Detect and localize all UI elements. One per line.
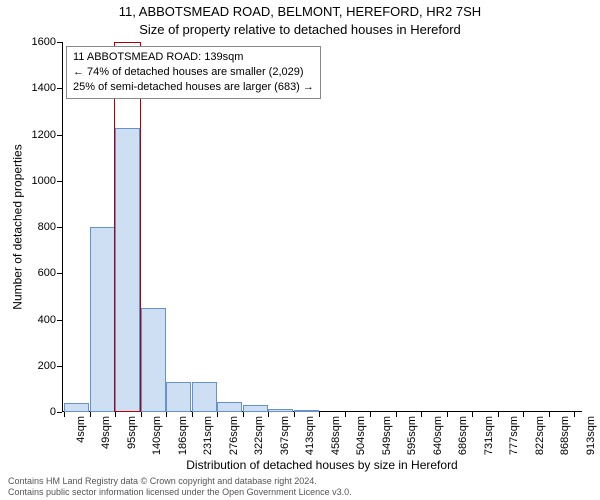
x-tick <box>498 412 499 417</box>
histogram-bar <box>217 402 242 412</box>
y-tick-label: 200 <box>22 360 56 372</box>
x-tick-label: 186sqm <box>177 416 189 455</box>
x-tick-label: 322sqm <box>253 416 265 455</box>
y-tick <box>57 181 62 182</box>
x-tick-label: 731sqm <box>483 416 495 455</box>
y-tick <box>57 135 62 136</box>
x-tick-label: 4sqm <box>75 416 87 443</box>
y-tick <box>57 88 62 89</box>
histogram-bar <box>141 308 166 412</box>
x-tick <box>370 412 371 417</box>
legend-line1: 11 ABBOTSMEAD ROAD: 139sqm <box>73 50 314 65</box>
y-tick-label: 400 <box>22 314 56 326</box>
x-tick-label: 595sqm <box>406 416 418 455</box>
footer-line2: Contains public sector information licen… <box>8 487 592 498</box>
x-tick-label: 413sqm <box>304 416 316 455</box>
y-tick-label: 1000 <box>22 175 56 187</box>
y-tick-label: 1400 <box>22 82 56 94</box>
x-tick <box>217 412 218 417</box>
histogram-bar <box>243 405 268 412</box>
histogram-bar <box>268 409 293 412</box>
histogram-bar <box>90 227 115 412</box>
chart-title-address: 11, ABBOTSMEAD ROAD, BELMONT, HEREFORD, … <box>0 4 600 19</box>
legend-line3: 25% of semi-detached houses are larger (… <box>73 80 314 95</box>
x-tick <box>396 412 397 417</box>
x-tick <box>268 412 269 417</box>
x-tick <box>523 412 524 417</box>
legend-line2: ← 74% of detached houses are smaller (2,… <box>73 65 314 80</box>
y-tick <box>57 412 62 413</box>
x-tick-label: 458sqm <box>330 416 342 455</box>
y-tick-label: 0 <box>22 406 56 418</box>
x-tick-label: 231sqm <box>202 416 214 455</box>
x-tick <box>447 412 448 417</box>
footer-line1: Contains HM Land Registry data © Crown c… <box>8 476 592 487</box>
histogram-bar <box>192 382 217 412</box>
y-tick <box>57 273 62 274</box>
x-tick <box>345 412 346 417</box>
plot-region: 020040060080010001200140016004sqm49sqm95… <box>62 42 582 412</box>
x-axis-title: Distribution of detached houses by size … <box>62 458 582 472</box>
x-tick <box>294 412 295 417</box>
x-tick <box>64 412 65 417</box>
x-tick-label: 276sqm <box>228 416 240 455</box>
y-axis-line <box>62 42 63 412</box>
x-tick-label: 777sqm <box>508 416 520 455</box>
x-tick-label: 640sqm <box>432 416 444 455</box>
x-tick <box>90 412 91 417</box>
x-tick-label: 686sqm <box>457 416 469 455</box>
x-tick-label: 822sqm <box>534 416 546 455</box>
x-tick <box>141 412 142 417</box>
chart-title-subtitle: Size of property relative to detached ho… <box>0 22 600 37</box>
x-tick-label: 367sqm <box>279 416 291 455</box>
x-tick <box>192 412 193 417</box>
x-tick <box>549 412 550 417</box>
y-tick <box>57 320 62 321</box>
x-tick-label: 913sqm <box>585 416 597 455</box>
y-tick <box>57 366 62 367</box>
y-tick-label: 1200 <box>22 129 56 141</box>
x-tick-label: 504sqm <box>355 416 367 455</box>
x-tick <box>574 412 575 417</box>
y-tick <box>57 42 62 43</box>
y-tick-label: 600 <box>22 267 56 279</box>
x-tick-label: 49sqm <box>100 416 112 449</box>
y-tick-label: 800 <box>22 221 56 233</box>
legend-box: 11 ABBOTSMEAD ROAD: 139sqm ← 74% of deta… <box>66 46 321 99</box>
x-tick <box>115 412 116 417</box>
histogram-bar <box>64 403 89 412</box>
x-tick <box>319 412 320 417</box>
x-tick-label: 95sqm <box>126 416 138 449</box>
histogram-bar <box>166 382 191 412</box>
histogram-bar <box>294 410 319 412</box>
y-tick-label: 1600 <box>22 36 56 48</box>
chart-container: 11, ABBOTSMEAD ROAD, BELMONT, HEREFORD, … <box>0 0 600 500</box>
x-tick <box>243 412 244 417</box>
x-tick-label: 140sqm <box>151 416 163 455</box>
footer: Contains HM Land Registry data © Crown c… <box>8 476 592 498</box>
x-tick <box>472 412 473 417</box>
x-tick-label: 549sqm <box>381 416 393 455</box>
x-tick <box>166 412 167 417</box>
x-tick <box>421 412 422 417</box>
y-tick <box>57 227 62 228</box>
x-tick-label: 868sqm <box>559 416 571 455</box>
